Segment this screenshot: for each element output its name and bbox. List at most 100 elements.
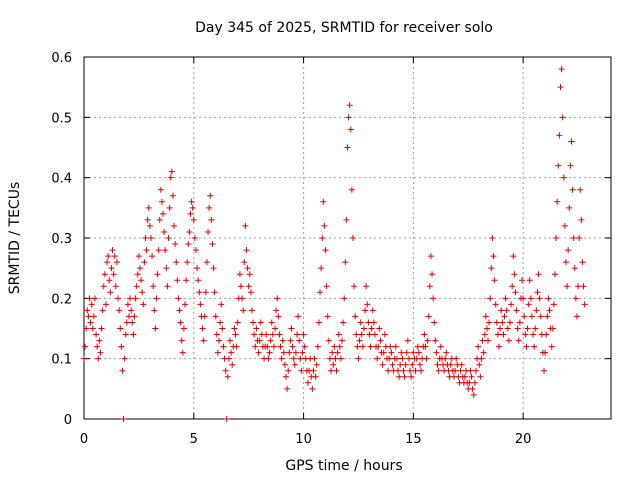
data-point — [257, 319, 264, 326]
data-point — [499, 319, 506, 326]
data-point — [182, 301, 189, 308]
data-point — [572, 295, 579, 302]
data-point — [290, 355, 297, 362]
data-point — [171, 222, 178, 229]
data-point — [416, 361, 423, 368]
data-point — [121, 355, 128, 362]
data-point — [366, 331, 373, 338]
data-point — [119, 367, 126, 374]
data-point — [422, 343, 429, 350]
data-point — [502, 295, 509, 302]
data-point — [575, 283, 582, 290]
data-point — [115, 295, 122, 302]
data-point — [335, 331, 342, 338]
data-point — [494, 331, 501, 338]
data-point — [102, 301, 109, 308]
data-point — [363, 283, 370, 290]
data-point — [329, 349, 336, 356]
data-point — [287, 337, 294, 344]
data-point — [371, 331, 378, 338]
data-point — [355, 355, 362, 362]
data-point — [135, 253, 142, 260]
data-point — [165, 235, 172, 241]
data-point — [272, 325, 279, 332]
data-point — [526, 277, 533, 284]
data-point — [431, 319, 438, 326]
data-point — [286, 349, 293, 356]
chart-title: Day 345 of 2025, SRMTID for receiver sol… — [195, 20, 493, 36]
data-point — [458, 361, 465, 368]
data-point — [256, 337, 263, 344]
data-point — [467, 367, 474, 374]
grid-lines — [84, 57, 611, 419]
data-point — [457, 367, 464, 374]
data-point — [177, 319, 184, 326]
data-point — [560, 174, 567, 181]
data-point — [91, 295, 98, 302]
data-point — [251, 331, 258, 338]
data-point — [324, 313, 331, 320]
data-point — [281, 361, 288, 368]
data-point — [276, 331, 283, 338]
data-point — [240, 307, 247, 314]
data-point — [207, 192, 214, 199]
data-point — [370, 319, 377, 326]
data-point — [536, 295, 543, 302]
data-point — [139, 289, 146, 296]
data-point — [498, 307, 505, 314]
data-point — [247, 289, 254, 296]
data-point — [203, 259, 210, 266]
data-point — [470, 391, 477, 398]
data-point — [197, 301, 204, 308]
data-point — [184, 259, 191, 266]
data-point — [223, 416, 230, 422]
data-point — [405, 355, 412, 362]
data-point — [208, 216, 215, 223]
data-point — [385, 367, 392, 374]
data-point — [245, 283, 252, 290]
data-point — [152, 325, 159, 332]
data-point — [299, 349, 306, 356]
data-point — [264, 343, 271, 350]
data-point — [506, 319, 513, 326]
data-point — [140, 301, 147, 308]
data-point — [530, 331, 537, 338]
data-point — [217, 319, 224, 326]
data-point — [90, 313, 97, 320]
data-point — [404, 337, 411, 344]
data-point — [150, 283, 157, 290]
data-point — [521, 313, 528, 320]
data-point — [157, 186, 164, 193]
data-point — [279, 337, 286, 344]
data-point — [154, 271, 161, 278]
data-point — [133, 283, 140, 290]
data-point — [105, 253, 112, 260]
data-point — [414, 343, 421, 350]
data-point — [501, 313, 508, 320]
data-point — [549, 325, 556, 332]
data-point — [387, 343, 394, 350]
data-point — [559, 114, 566, 121]
data-point — [557, 84, 564, 91]
data-point — [402, 361, 409, 368]
data-point — [566, 204, 573, 211]
data-point — [475, 343, 482, 350]
data-point — [332, 355, 339, 362]
data-point — [340, 319, 347, 326]
data-point — [555, 162, 562, 169]
data-point — [242, 222, 249, 229]
data-point — [433, 349, 440, 356]
data-point — [424, 337, 431, 344]
data-point — [112, 283, 119, 290]
data-point — [427, 253, 434, 260]
data-point — [87, 319, 94, 326]
data-point — [410, 349, 417, 356]
data-point — [274, 295, 281, 302]
data-point — [284, 385, 291, 392]
data-point — [213, 331, 220, 338]
data-point — [132, 295, 139, 302]
x-tick-label: 20 — [515, 432, 532, 447]
data-point — [542, 349, 549, 356]
data-point — [174, 277, 181, 284]
data-point — [236, 271, 243, 278]
